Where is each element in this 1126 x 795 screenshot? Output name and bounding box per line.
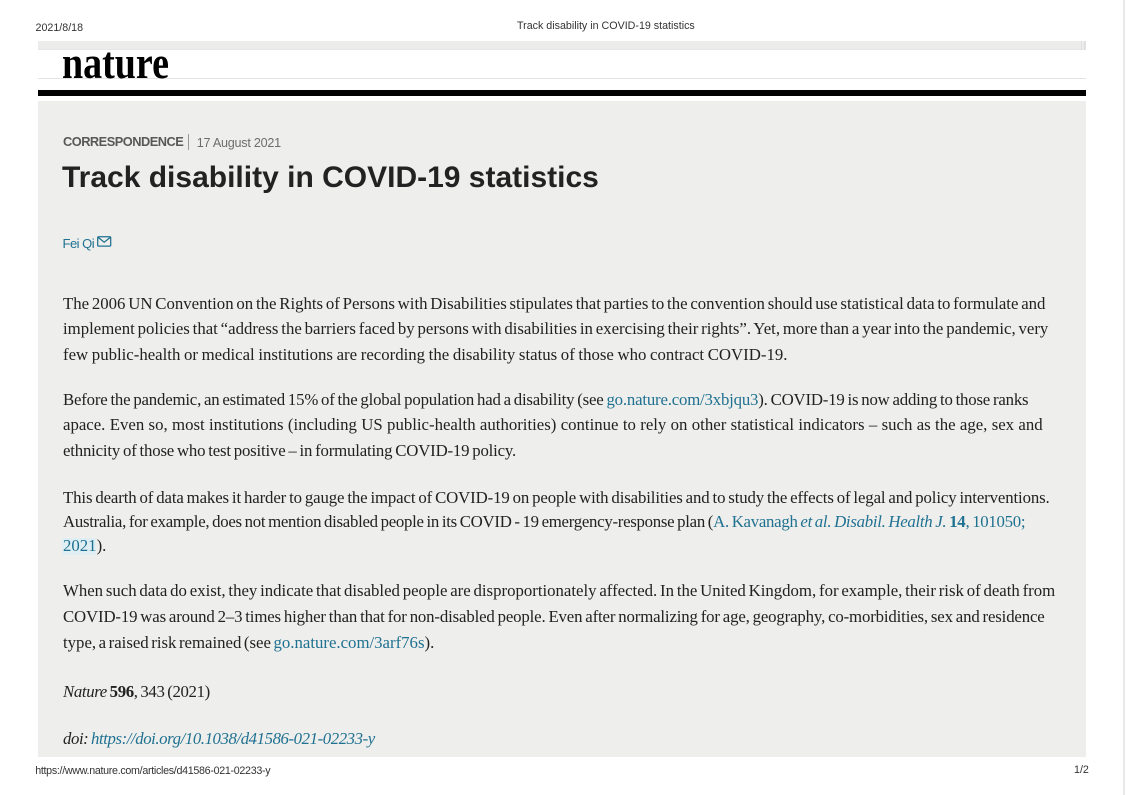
svg-text:nature: nature <box>62 38 169 86</box>
